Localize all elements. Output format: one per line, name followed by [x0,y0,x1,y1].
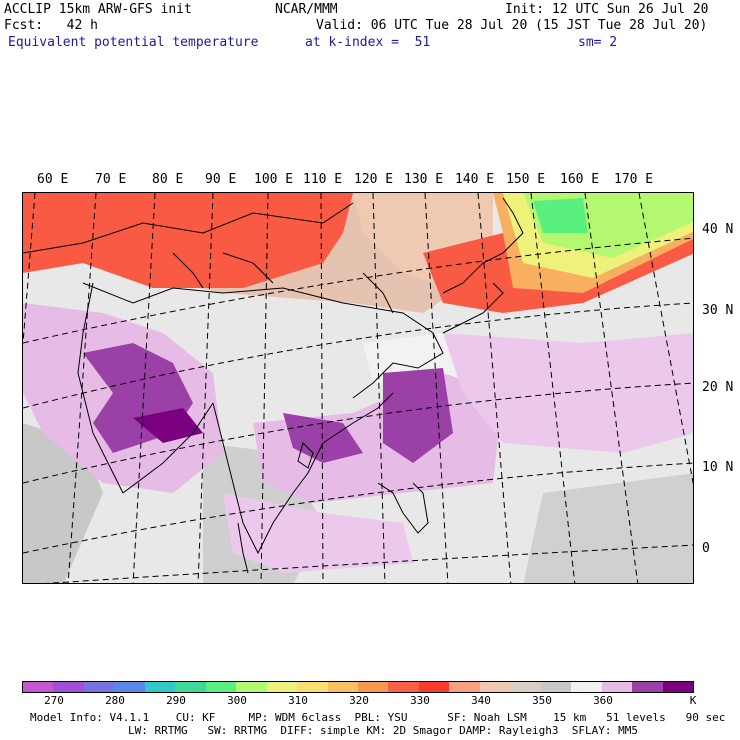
purple-region [383,368,453,463]
model-info: Model Info: V4.1.1 CU: KF MP: WDM 6class… [30,711,726,724]
colorbar-tick: 290 [166,694,186,707]
level-index: at k-index = 51 [305,35,431,50]
lon-label: 70 E [95,172,127,187]
init-time: Init: 12 UTC Sun 26 Jul 20 [505,2,709,17]
warm-region [23,193,353,288]
lon-label: 100 E [254,172,294,187]
colorbar-swatch [601,682,633,692]
lon-label: 170 E [614,172,654,187]
colorbar-swatch [479,682,511,692]
lon-label: 90 E [205,172,237,187]
lat-label: 30 N [702,303,734,318]
model-title: ACCLIP 15km ARW-GFS init [4,2,192,17]
green-region [533,198,588,233]
darkpurple-region [133,408,203,443]
colorbar-swatch [23,682,54,692]
lon-label: 80 E [152,172,184,187]
lon-label: 160 E [560,172,600,187]
lat-label: 10 N [702,460,734,475]
colorbar-tick: 270 [44,694,64,707]
warm-region [423,233,693,313]
lon-label: 150 E [506,172,546,187]
colorbar-swatch [297,682,328,692]
smoothing-label: sm= 2 [578,35,618,50]
colorbar-swatch [327,682,358,692]
lon-label: 60 E [37,172,69,187]
coastlines [23,197,524,574]
lon-label: 120 E [354,172,394,187]
colorbar-tick: 320 [349,694,369,707]
colorbar-swatch [449,682,480,692]
colorbar [22,681,694,693]
colorbar-tick: 300 [227,694,247,707]
colorbar-tick: 340 [471,694,491,707]
lon-label: 110 E [303,172,343,187]
colorbar-swatch [236,682,267,692]
lilac-region [223,493,413,573]
purple-region [283,413,363,463]
physics-info: LW: RRTMG SW: RRTMG DIFF: simple KM: 2D … [128,724,638,737]
map-canvas [23,193,693,583]
colorbar-swatch [144,682,176,692]
field-name: Equivalent potential temperature [8,35,259,50]
center-label: NCAR/MMM [275,2,338,17]
colorbar-swatch [662,682,693,692]
colorbar-swatch [418,682,450,692]
lon-label: 130 E [404,172,444,187]
colorbar-tick: 350 [532,694,552,707]
colorbar-swatch [357,682,389,692]
colorbar-swatch [632,682,663,692]
forecast-hour: Fcst: 42 h [4,18,98,33]
colorbar-swatch [388,682,419,692]
colorbar-swatch [114,682,145,692]
grey-region [523,473,693,583]
lon-label: 140 E [455,172,495,187]
lat-label: 0 [702,541,710,556]
colorbar-swatch [510,682,541,692]
colorbar-swatch [83,682,115,692]
colorbar-swatch [175,682,206,692]
colorbar-tick: 280 [105,694,125,707]
colorbar-tick: 310 [288,694,308,707]
colorbar-swatch [205,682,237,692]
colorbar-swatch [266,682,298,692]
colorbar-swatch [53,682,84,692]
colorbar-tick: 360 [593,694,613,707]
colorbar-swatch [540,682,572,692]
lat-label: 40 N [702,222,734,237]
graticule [23,193,693,583]
theta-e-map [22,192,694,584]
colorbar-swatch [571,682,602,692]
valid-time: Valid: 06 UTC Tue 28 Jul 20 (15 JST Tue … [316,18,708,33]
lat-label: 20 N [702,380,734,395]
colorbar-tick: 330 [410,694,430,707]
colorbar-unit: K [689,694,697,707]
